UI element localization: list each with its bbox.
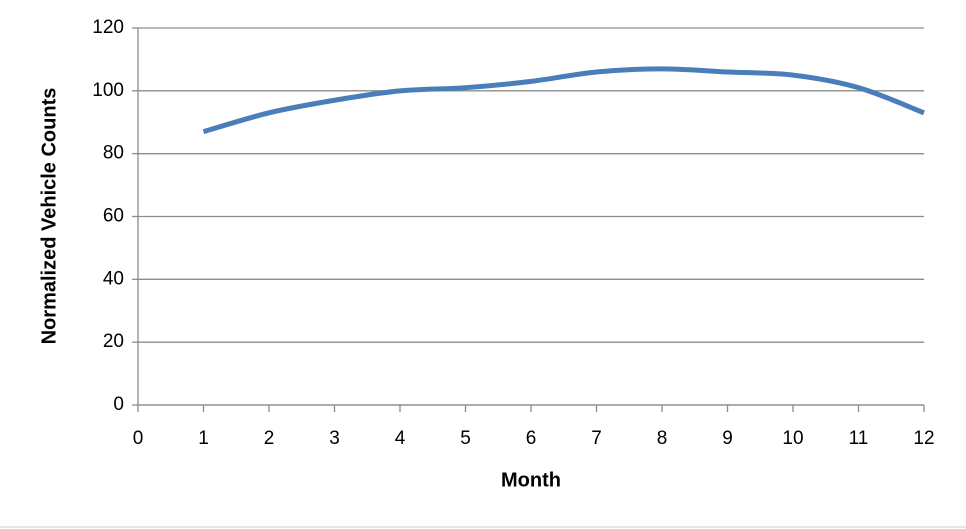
x-tick-label: 3 — [329, 428, 340, 449]
x-tick-label: 6 — [526, 428, 537, 449]
y-tick-label: 0 — [113, 394, 124, 415]
y-tick-label: 40 — [103, 268, 124, 289]
y-tick-label: 120 — [92, 17, 124, 38]
y-tick-label: 80 — [103, 143, 124, 164]
x-tick-label: 12 — [913, 428, 934, 449]
y-tick-label: 60 — [103, 206, 124, 227]
x-tick-label: 5 — [460, 428, 471, 449]
x-tick-label: 1 — [198, 428, 209, 449]
y-axis-title: Normalized Vehicle Counts — [38, 88, 60, 345]
x-tick-label: 4 — [395, 428, 406, 449]
y-tick-label: 20 — [103, 331, 124, 352]
x-tick-label: 7 — [591, 428, 602, 449]
x-tick-label: 2 — [264, 428, 275, 449]
y-tick-label: 100 — [92, 80, 124, 101]
x-tick-label: 9 — [722, 428, 733, 449]
x-tick-label: 11 — [849, 428, 869, 449]
x-tick-label: 8 — [657, 428, 668, 449]
x-tick-label: 0 — [133, 428, 144, 449]
x-axis-title: Month — [501, 469, 561, 491]
x-tick-label: 10 — [782, 428, 803, 449]
data-line — [202, 66, 925, 135]
